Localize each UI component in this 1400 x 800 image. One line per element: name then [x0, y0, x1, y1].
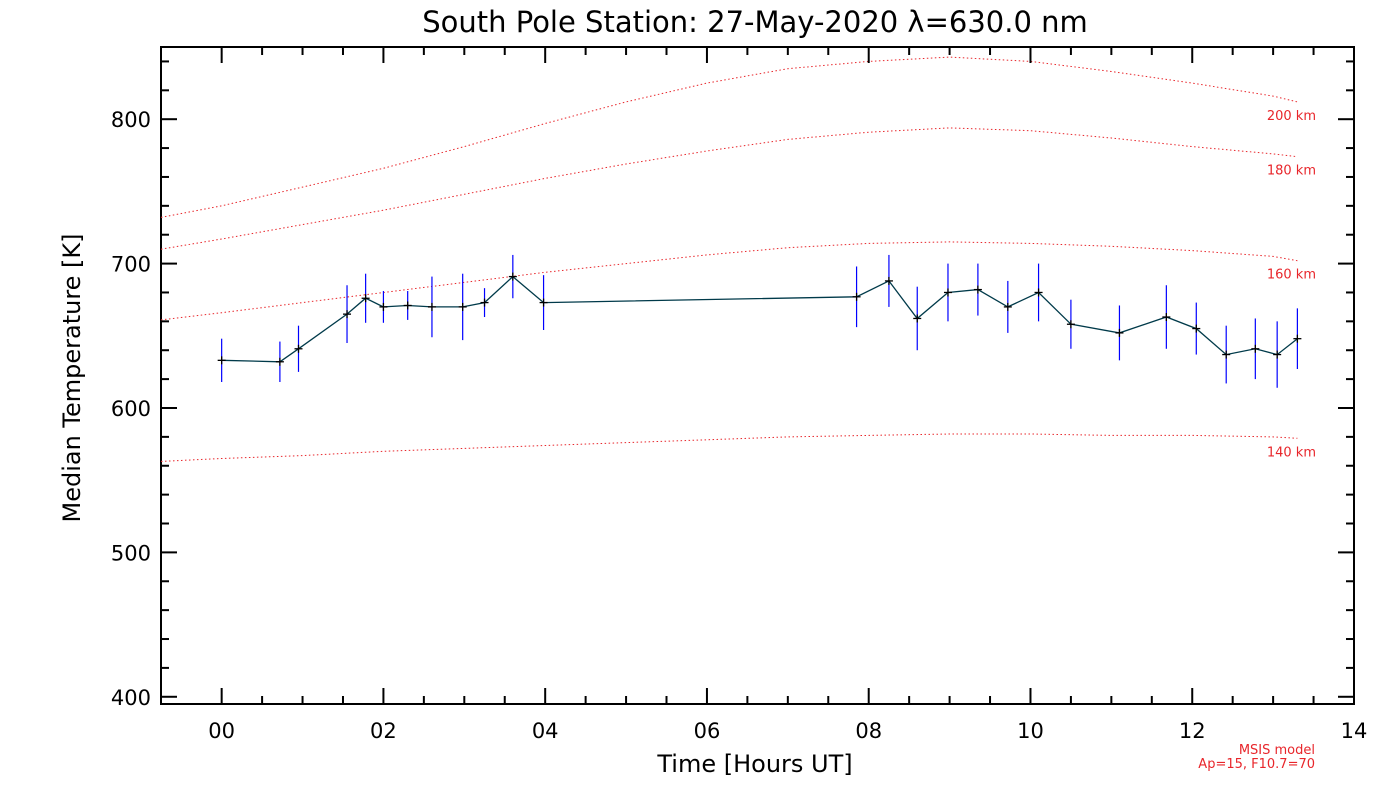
- msis-model-note: MSIS model: [1239, 743, 1315, 758]
- y-tick-label: 400: [111, 686, 151, 710]
- data-point: [1222, 350, 1231, 359]
- model-curve-label: 180 km: [1267, 164, 1316, 179]
- plot-frame: [160, 46, 1355, 705]
- data-point: [1115, 328, 1124, 337]
- model-curve-160-km: [160, 241, 1298, 321]
- data-point: [458, 302, 467, 311]
- data-point: [379, 302, 388, 311]
- data-point: [480, 298, 489, 307]
- data-point: [427, 302, 436, 311]
- data-point: [539, 298, 548, 307]
- data-point: [1003, 302, 1012, 311]
- model-curve-label: 160 km: [1267, 268, 1316, 283]
- data-point: [343, 310, 352, 319]
- x-tick-label: 06: [694, 719, 721, 743]
- model-curve-labels: 200 km 180 km 160 km 140 km: [1267, 109, 1316, 460]
- y-tick-label: 600: [111, 397, 151, 421]
- msis-params-note: Ap=15, F10.7=70: [1198, 757, 1315, 772]
- error-bars: [221, 254, 1298, 388]
- data-point: [1293, 334, 1302, 343]
- data-point: [294, 344, 303, 353]
- chart-title: South Pole Station: 27-May-2020 λ=630.0 …: [422, 5, 1088, 39]
- data-point: [884, 276, 893, 285]
- x-tick-label: 12: [1179, 719, 1206, 743]
- model-curves: [160, 56, 1298, 462]
- model-curve-180-km: [160, 127, 1298, 250]
- data-point: [1192, 324, 1201, 333]
- x-tick-label: 04: [532, 719, 559, 743]
- x-tick-labels: 00 02 04 06 08 10 12 14: [208, 719, 1367, 743]
- x-tick-label: 00: [208, 719, 235, 743]
- y-tick-label: 500: [111, 541, 151, 565]
- y-axis-label: Median Temperature [K]: [58, 233, 86, 522]
- data-point: [913, 314, 922, 323]
- model-curve-label: 200 km: [1267, 109, 1316, 124]
- data-point: [361, 294, 370, 303]
- data-series: [217, 272, 1302, 366]
- axis-ticks: [161, 47, 1355, 704]
- y-tick-label: 700: [111, 253, 151, 277]
- model-curve-140-km: [160, 433, 1298, 462]
- data-point: [852, 292, 861, 301]
- model-curve-200-km: [160, 56, 1298, 218]
- data-point: [1034, 288, 1043, 297]
- x-tick-label: 14: [1341, 719, 1368, 743]
- data-point: [973, 285, 982, 294]
- y-tick-labels: 400 500 600 700 800: [111, 108, 151, 710]
- x-tick-label: 10: [1017, 719, 1044, 743]
- x-axis-label: Time [Hours UT]: [656, 750, 852, 778]
- data-point: [1273, 350, 1282, 359]
- data-point: [1066, 320, 1075, 329]
- x-tick-label: 08: [855, 719, 882, 743]
- model-curve-label: 140 km: [1267, 445, 1316, 460]
- data-point: [1162, 313, 1171, 322]
- y-tick-label: 800: [111, 108, 151, 132]
- x-tick-label: 02: [370, 719, 397, 743]
- data-point: [508, 272, 517, 281]
- plot-area: [160, 46, 1355, 705]
- data-point: [275, 357, 284, 366]
- data-point: [1251, 344, 1260, 353]
- data-point: [943, 288, 952, 297]
- data-point: [217, 356, 226, 365]
- data-point: [403, 301, 412, 310]
